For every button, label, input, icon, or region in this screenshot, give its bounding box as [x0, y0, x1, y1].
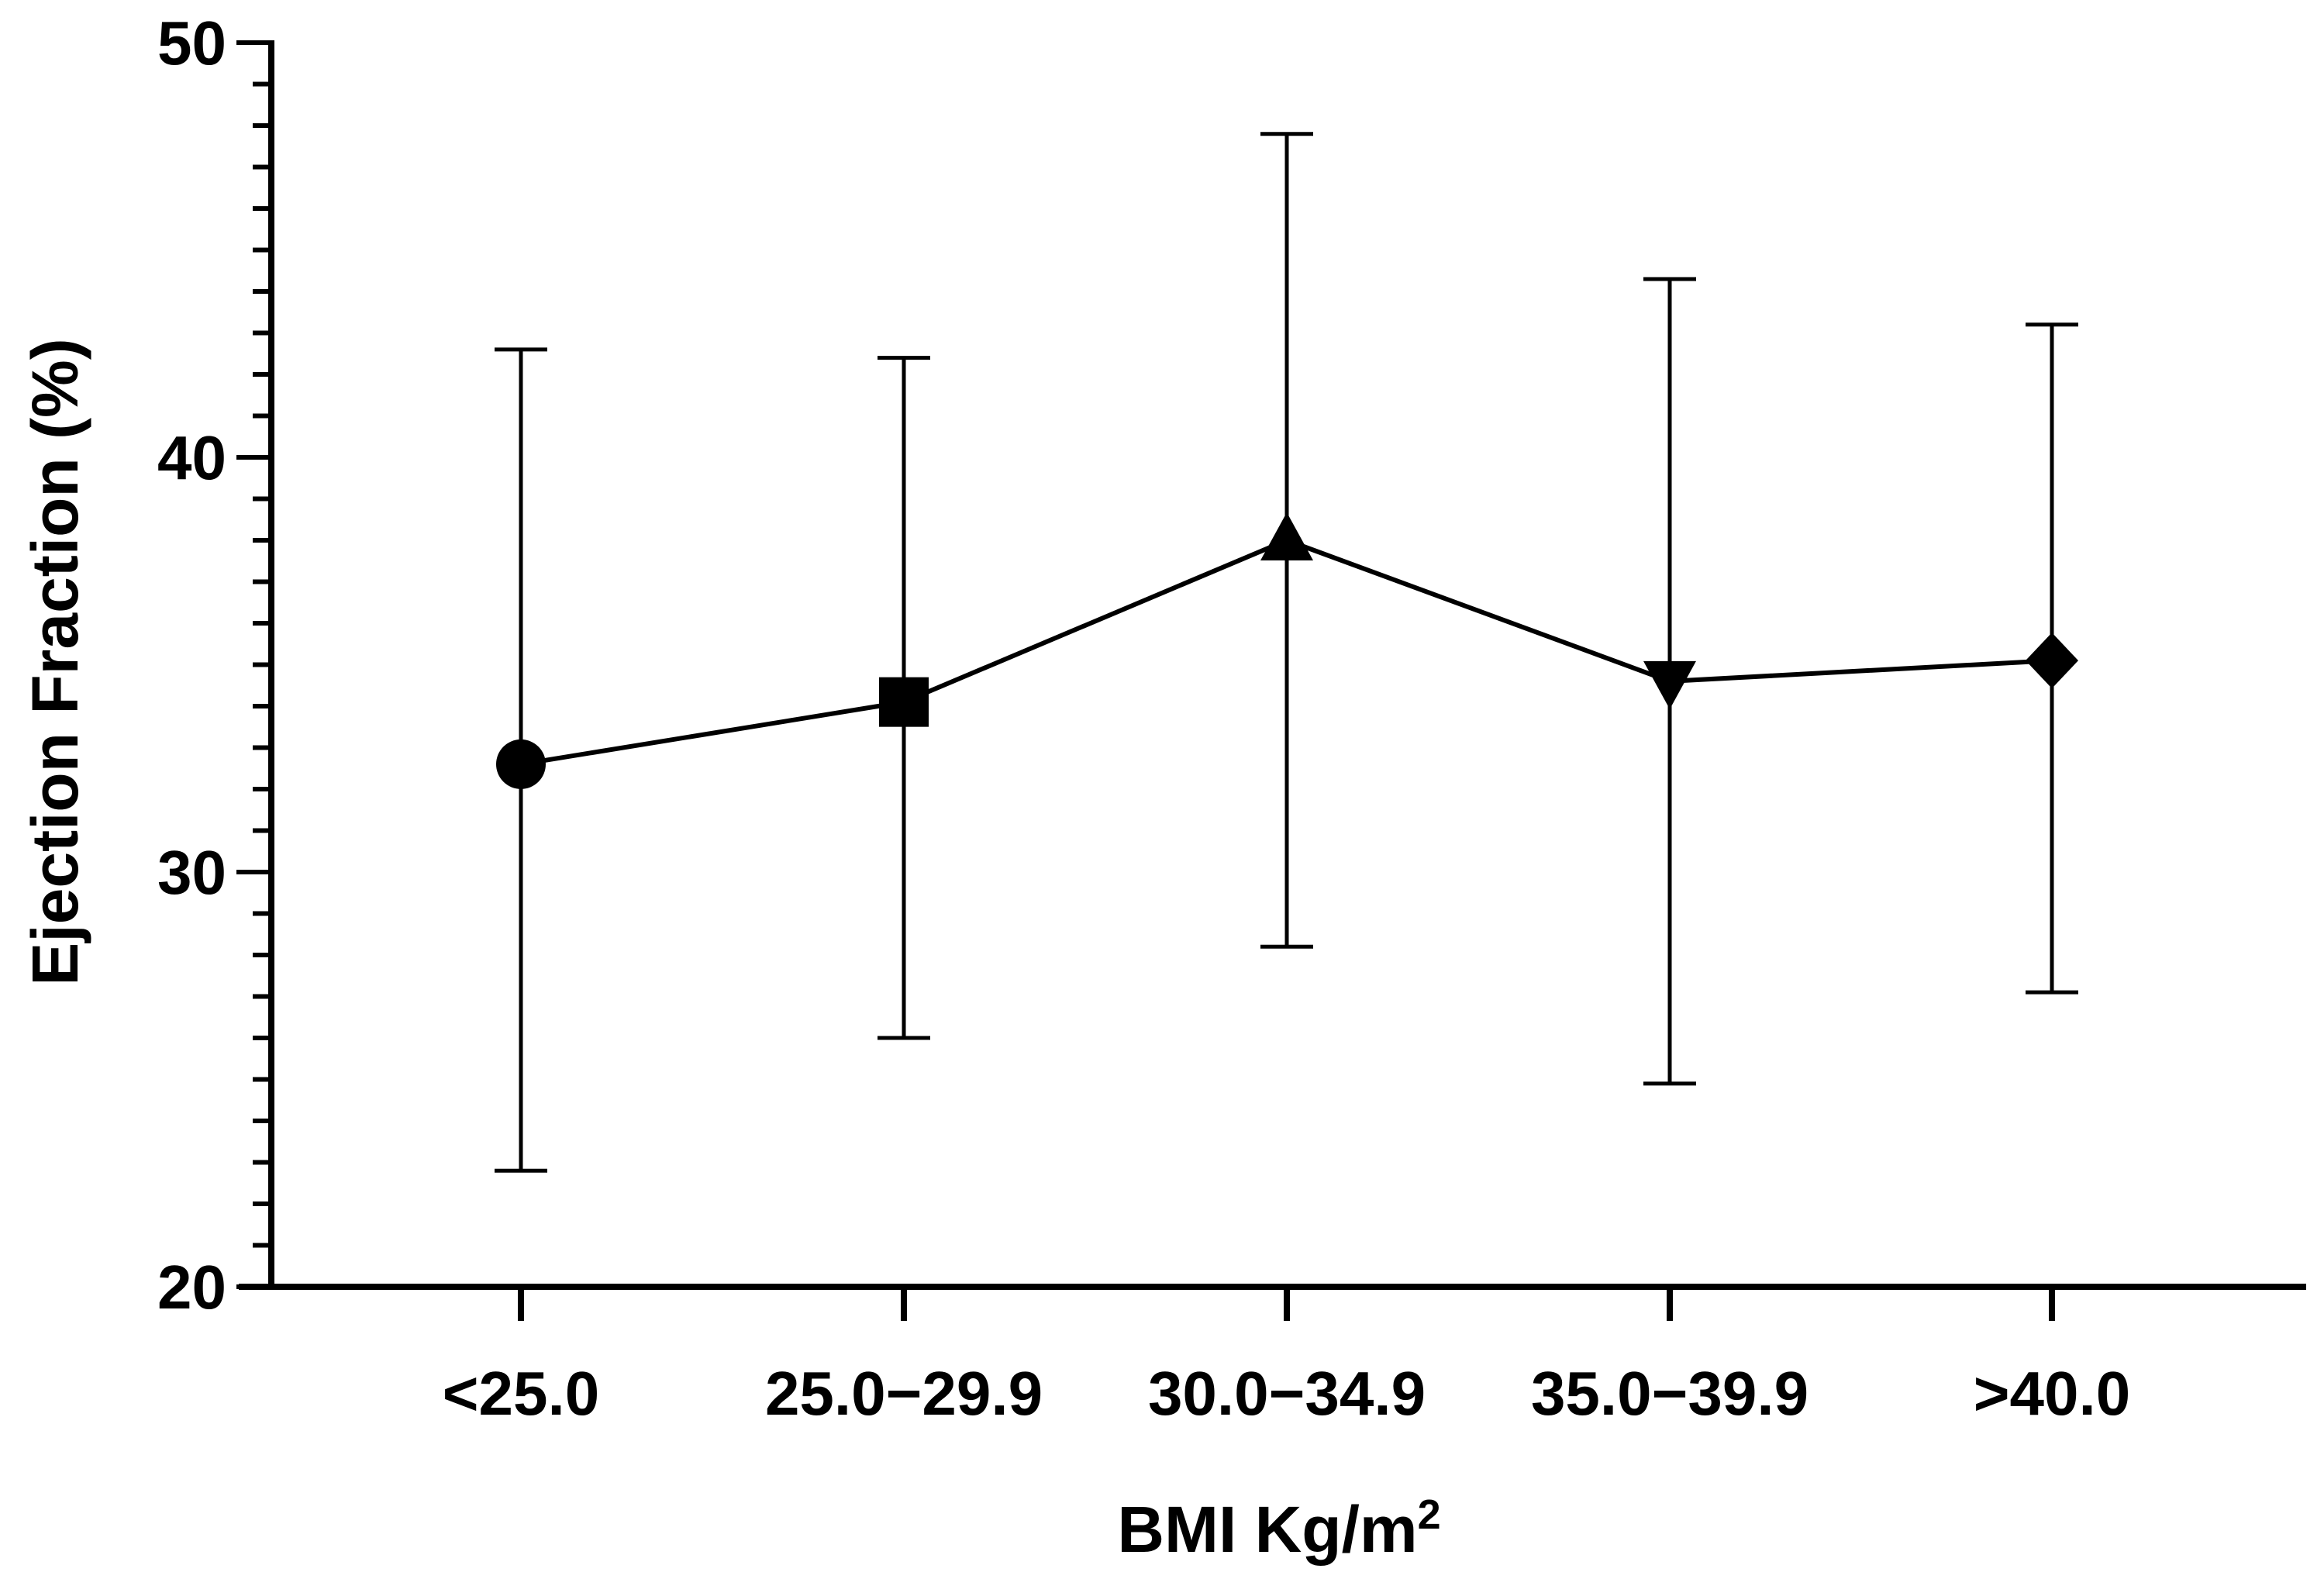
x-tick-label: <25.0 — [443, 1359, 599, 1428]
marker-circle — [496, 739, 546, 789]
y-axis-ticks: 20 30 40 50 — [157, 9, 271, 1322]
y-axis-title: Ejection Fraction (%) — [19, 338, 91, 985]
y-tick-label: 40 — [157, 423, 226, 492]
x-axis-title: BMI Kg/m2 — [1117, 1491, 1440, 1566]
x-tick-label: 25.0−29.9 — [765, 1359, 1043, 1428]
y-tick-label: 30 — [157, 838, 226, 907]
x-tick-label: 30.0−34.9 — [1148, 1359, 1426, 1428]
markers — [496, 512, 2078, 789]
y-tick-label: 50 — [157, 9, 226, 78]
marker-square — [879, 677, 929, 727]
x-axis-ticks: <25.0 25.0−29.9 30.0−34.9 35.0−39.9 >40.0 — [443, 1287, 2130, 1428]
y-tick-label: 20 — [157, 1253, 226, 1322]
marker-triangle-up — [1260, 512, 1313, 560]
marker-diamond — [2026, 633, 2078, 689]
marker-triangle-down — [1643, 660, 1696, 709]
x-tick-label: >40.0 — [1974, 1359, 2130, 1428]
x-tick-label: 35.0−39.9 — [1531, 1359, 1809, 1428]
error-bars — [495, 132, 2078, 1173]
